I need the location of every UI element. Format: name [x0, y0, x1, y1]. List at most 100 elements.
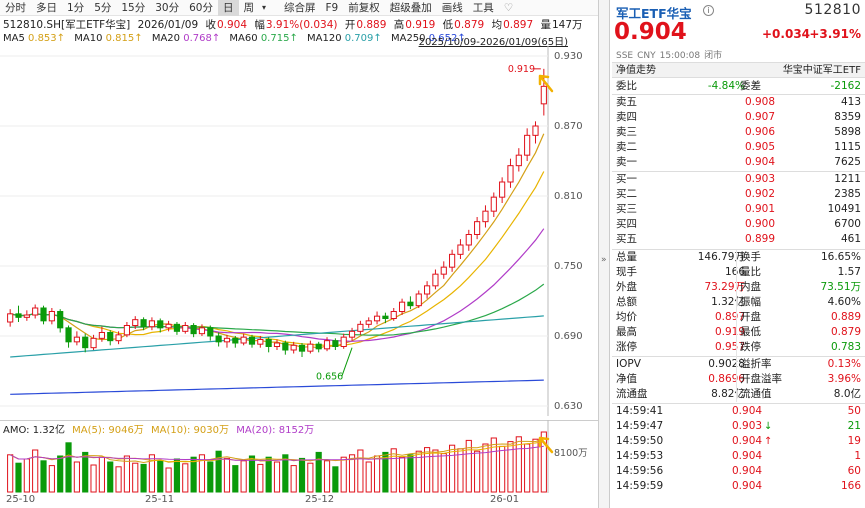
- tick-time: 14:59:53: [616, 450, 664, 462]
- candle-body: [390, 311, 397, 319]
- candle-body: [282, 342, 289, 351]
- stat-label: 跌停: [740, 341, 761, 353]
- stat-label: 量比: [740, 266, 761, 278]
- ask-volume: 413: [840, 96, 861, 108]
- stat-row: 外盘 73.29万 内盘 73.51万: [612, 280, 865, 295]
- ask-row[interactable]: 卖二 0.905 1115: [612, 140, 865, 155]
- volume-bar: [440, 453, 447, 493]
- quote-summary: 512810.SH[军工ETF华宝] 2026/01/09 收0.904 幅3.…: [3, 17, 598, 31]
- stat-label: 换手: [740, 251, 761, 263]
- tick-time: 14:59:41: [616, 405, 664, 417]
- vol-ma10-line: [9, 440, 544, 463]
- ma120-legend: MA120 0.709↑: [307, 33, 382, 44]
- candle-body: [115, 334, 122, 342]
- volume-bar: [157, 460, 164, 493]
- composite-screen-button[interactable]: 综合屏: [284, 1, 316, 14]
- bid-price: 0.901: [744, 203, 775, 215]
- tab-weekly[interactable]: 周: [243, 1, 255, 14]
- bid-volume: 6700: [834, 218, 861, 230]
- bid-label: 买二: [616, 188, 637, 200]
- bid-row[interactable]: 买二 0.902 2385: [612, 187, 865, 202]
- candle-body: [240, 336, 247, 344]
- ma60-legend: MA60 0.715↑: [229, 33, 298, 44]
- security-code: 512810: [804, 2, 861, 18]
- weicha-label: 委差: [740, 80, 761, 92]
- close-value: 0.904: [216, 19, 248, 31]
- tab-5min[interactable]: 5分: [94, 1, 112, 14]
- tab-multiday[interactable]: 多日: [36, 1, 57, 14]
- f9-button[interactable]: F9: [325, 1, 339, 14]
- trade-tick-row: 14:59:56 0.904 60: [612, 464, 865, 479]
- vol-ma20-legend: MA(20): 8152万: [236, 425, 315, 436]
- bid-row[interactable]: 买四 0.900 6700: [612, 217, 865, 232]
- volume-bar: [40, 460, 47, 493]
- bid-row[interactable]: 买五 0.899 461: [612, 232, 865, 247]
- info-circle-icon[interactable]: i: [703, 5, 714, 16]
- stat-value: 1.57: [837, 266, 861, 278]
- tab-1min[interactable]: 1分: [67, 1, 85, 14]
- ask-label: 卖五: [616, 96, 637, 108]
- tab-15min[interactable]: 15分: [121, 1, 146, 14]
- stat-label: 振幅: [740, 296, 761, 308]
- ask-row[interactable]: 卖三 0.906 5898: [612, 125, 865, 140]
- volume-bar: [390, 448, 397, 493]
- collapse-arrow-icon[interactable]: »: [601, 255, 607, 265]
- tick-volume: 1: [854, 450, 861, 462]
- tab-intraday[interactable]: 分时: [5, 1, 26, 14]
- tab-daily[interactable]: 日: [218, 0, 239, 16]
- etf-value: 8.0亿: [833, 388, 861, 400]
- draw-line-button[interactable]: 画线: [441, 1, 463, 14]
- volume-bar: [48, 465, 55, 493]
- bid-volume: 10491: [827, 203, 861, 215]
- volume-bar: [73, 461, 80, 493]
- tab-30min[interactable]: 30分: [155, 1, 180, 14]
- stat-label: 开盘: [740, 311, 761, 323]
- candle-body: [98, 332, 105, 339]
- volume-bar: [140, 463, 147, 493]
- stat-label: 涨停: [616, 341, 637, 353]
- ask-row[interactable]: 卖四 0.907 8359: [612, 110, 865, 125]
- volume-bar: [132, 462, 139, 493]
- candlestick-chart[interactable]: 0.930 0.870 0.810 0.750 0.690 0.630 0.919 0.656: [0, 46, 598, 416]
- tick-price: 0.904: [732, 405, 763, 417]
- stat-row: 均价 0.897 开盘 0.889: [612, 310, 865, 325]
- stat-label: 现手: [616, 266, 637, 278]
- ma-legend: MA5 0.853↑ MA10 0.815↑ MA20 0.768↑ MA60 …: [3, 33, 598, 48]
- volume-bar: [173, 458, 181, 493]
- candle-body: [340, 336, 347, 347]
- etf-row: 净值 0.8696 开盘溢率 3.96%: [612, 372, 865, 387]
- candle-body: [457, 244, 464, 255]
- tab-60min[interactable]: 60分: [189, 1, 213, 14]
- volume-legend: AMO: 1.32亿 MA(5): 9046万 MA(10): 9030万 MA…: [3, 421, 314, 436]
- tools-button[interactable]: 工具: [472, 1, 494, 14]
- forward-adjust-button[interactable]: 前复权: [348, 1, 380, 14]
- vol-ma20-line: [9, 445, 544, 461]
- stat-value: 16.65%: [820, 251, 861, 263]
- super-overlay-button[interactable]: 超级叠加: [389, 1, 432, 14]
- bid-row[interactable]: 买一 0.903 1211: [612, 172, 865, 187]
- volume-bar: [474, 450, 481, 493]
- etf-label: IOPV: [616, 358, 641, 370]
- stat-label: 总量: [616, 251, 637, 263]
- volume-bar: [248, 455, 256, 493]
- panel-divider[interactable]: »: [598, 0, 610, 508]
- heart-outline-icon[interactable]: ♡: [503, 1, 514, 14]
- date-range-link[interactable]: 2025/10/09-2026/01/09(65日): [418, 37, 568, 48]
- stat-value: 146.79万: [697, 251, 745, 263]
- volume-chart[interactable]: 8100万: [0, 420, 598, 493]
- ask-row[interactable]: 卖一 0.904 7625: [612, 155, 865, 170]
- nav-trend-link[interactable]: 净值走势: [616, 65, 656, 76]
- y-tick-label: 0.630: [554, 401, 583, 412]
- stat-row: 总额 1.32亿 振幅 4.60%: [612, 295, 865, 310]
- volume-bar: [524, 443, 531, 493]
- candle-body: [223, 337, 231, 343]
- tick-time: 14:59:47: [616, 420, 664, 432]
- bid-row[interactable]: 买三 0.901 10491: [612, 202, 865, 217]
- nav-band[interactable]: 净值走势 华宝中证军工ETF: [612, 62, 865, 78]
- volume-bar: [307, 462, 314, 493]
- candle-body: [532, 125, 539, 136]
- y-tick-label: 0.930: [554, 51, 583, 62]
- caret-down-icon[interactable]: ▾: [262, 2, 267, 12]
- ask-row[interactable]: 卖五 0.908 413: [612, 95, 865, 110]
- trade-tick-row: 14:59:50 0.904 ↑ 19: [612, 434, 865, 449]
